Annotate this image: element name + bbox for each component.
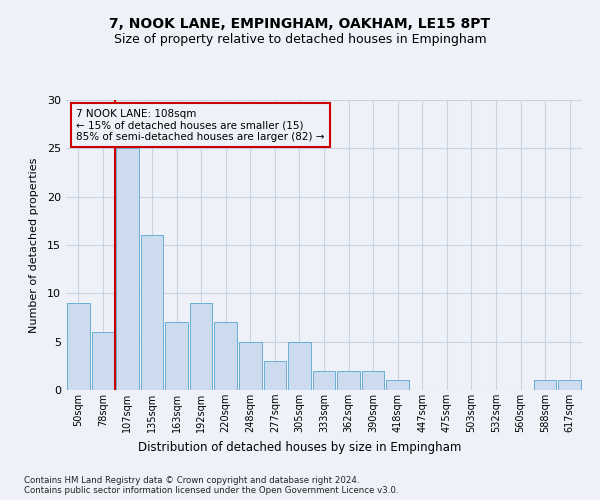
Bar [239,342,262,390]
Bar [92,332,114,390]
Bar [559,380,581,390]
Text: Size of property relative to detached houses in Empingham: Size of property relative to detached ho… [113,32,487,46]
Bar [190,303,212,390]
Bar [263,361,286,390]
Bar [362,370,385,390]
Bar [214,322,237,390]
Bar [165,322,188,390]
Text: Contains HM Land Registry data © Crown copyright and database right 2024.
Contai: Contains HM Land Registry data © Crown c… [24,476,398,495]
Bar [534,380,556,390]
Text: 7, NOOK LANE, EMPINGHAM, OAKHAM, LE15 8PT: 7, NOOK LANE, EMPINGHAM, OAKHAM, LE15 8P… [109,18,491,32]
Bar [116,148,139,390]
Text: Distribution of detached houses by size in Empingham: Distribution of detached houses by size … [139,441,461,454]
Bar [288,342,311,390]
Y-axis label: Number of detached properties: Number of detached properties [29,158,38,332]
Bar [386,380,409,390]
Text: 7 NOOK LANE: 108sqm
← 15% of detached houses are smaller (15)
85% of semi-detach: 7 NOOK LANE: 108sqm ← 15% of detached ho… [76,108,325,142]
Bar [67,303,89,390]
Bar [337,370,360,390]
Bar [313,370,335,390]
Bar [140,236,163,390]
